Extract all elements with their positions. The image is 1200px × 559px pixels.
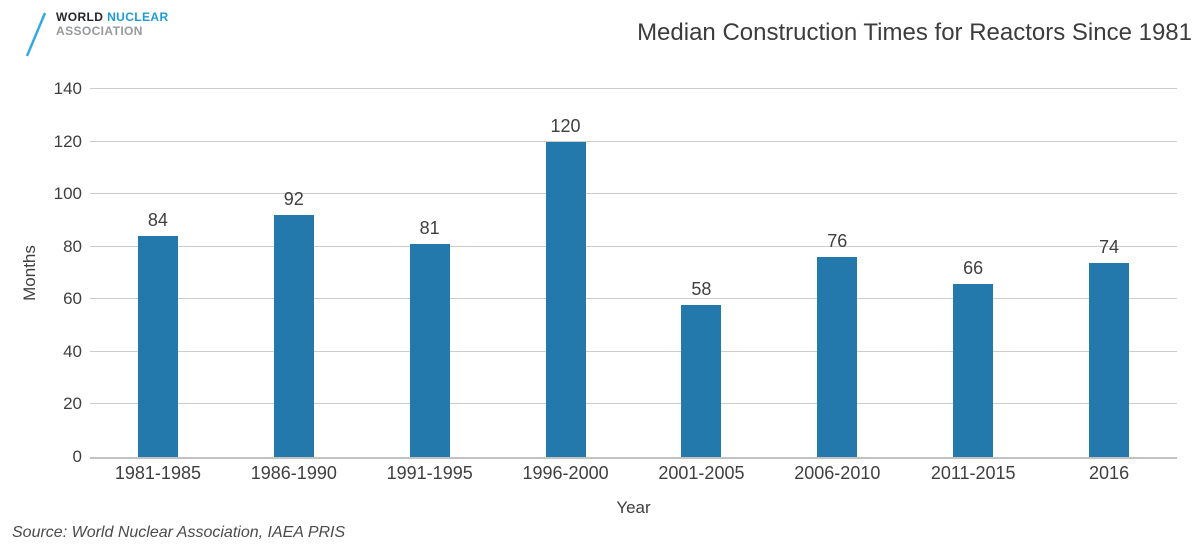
y-tick-label: 100 bbox=[53, 184, 82, 204]
bar-value-label: 81 bbox=[419, 218, 440, 239]
bar-value-label: 92 bbox=[283, 189, 304, 210]
y-tick-label: 120 bbox=[53, 131, 82, 151]
x-axis-title: Year bbox=[616, 498, 651, 517]
x-tick-label: 1991-1995 bbox=[386, 463, 473, 483]
bar bbox=[273, 215, 314, 457]
bar bbox=[1089, 262, 1130, 457]
y-tick-label: 0 bbox=[72, 447, 82, 466]
logo-slash-icon bbox=[25, 12, 47, 57]
gridline bbox=[90, 88, 1177, 89]
bar bbox=[409, 244, 450, 457]
bar-value-label: 120 bbox=[550, 115, 581, 136]
gridline bbox=[90, 140, 1177, 142]
x-tick-label: 1996-2000 bbox=[522, 463, 609, 483]
wna-logo: WORLD NUCLEAR ASSOCIATION bbox=[24, 10, 169, 58]
bar-value-label: 58 bbox=[691, 278, 712, 299]
bar-column: 120 bbox=[498, 89, 634, 457]
y-tick-label: 140 bbox=[53, 79, 82, 98]
bar bbox=[681, 304, 722, 457]
bar bbox=[545, 141, 586, 457]
y-tick-label: 60 bbox=[63, 289, 82, 309]
bar-column: 66 bbox=[905, 89, 1041, 457]
gridline bbox=[90, 193, 1177, 195]
y-tick-label: 80 bbox=[63, 236, 82, 256]
logo-word-nuclear: NUCLEAR bbox=[107, 10, 169, 24]
x-tick-label: 2001-2005 bbox=[658, 463, 745, 483]
logo-word-world: WORLD bbox=[56, 10, 104, 24]
bar-column: 74 bbox=[1041, 89, 1177, 457]
y-tick-label: 40 bbox=[63, 341, 82, 361]
x-tick-label: 2006-2010 bbox=[794, 463, 881, 483]
logo-line-1: WORLD NUCLEAR bbox=[56, 10, 169, 24]
gridline bbox=[90, 245, 1177, 247]
bar-column: 81 bbox=[362, 89, 498, 457]
bar-value-label: 84 bbox=[147, 210, 168, 231]
bar-column: 58 bbox=[634, 89, 770, 457]
bar bbox=[137, 236, 178, 457]
x-tick-label: 1986-1990 bbox=[250, 463, 337, 483]
gridline bbox=[90, 350, 1177, 352]
y-tick-label: 20 bbox=[63, 394, 82, 414]
logo-word-association: ASSOCIATION bbox=[56, 24, 143, 38]
x-axis-tick-labels: 1981-1985 1986-1990 1991-1995 1996-2000 2001… bbox=[90, 463, 1177, 484]
logo-text: WORLD NUCLEAR ASSOCIATION bbox=[56, 10, 169, 38]
plot-area: 84 92 81 120 58 76 66 74 bbox=[90, 88, 1177, 459]
bar-column: 76 bbox=[769, 89, 905, 457]
gridline bbox=[90, 403, 1177, 405]
bar-column: 84 bbox=[90, 89, 226, 457]
y-axis-tick-labels: 0 20 40 60 80 100 120 140 bbox=[0, 79, 82, 466]
x-tick-label: 2011-2015 bbox=[930, 463, 1016, 483]
source-note: Source: World Nuclear Association, IAEA … bbox=[12, 524, 346, 541]
x-tick-label: 2016 bbox=[1089, 463, 1130, 483]
bar-series: 84 92 81 120 58 76 66 74 bbox=[90, 89, 1177, 457]
bar-column: 92 bbox=[226, 89, 362, 457]
bar-value-label: 66 bbox=[963, 257, 984, 278]
bar-value-label: 76 bbox=[827, 231, 848, 252]
bar-value-label: 74 bbox=[1099, 236, 1120, 257]
gridline bbox=[90, 298, 1177, 300]
x-tick-label: 1981-1985 bbox=[114, 463, 201, 483]
bar bbox=[817, 257, 858, 457]
bar bbox=[953, 283, 994, 457]
chart-title: Median Construction Times for Reactors S… bbox=[637, 19, 1192, 46]
